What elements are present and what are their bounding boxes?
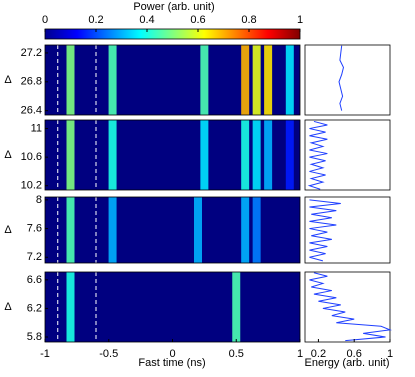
x-axis-label: Fast time (ns) (138, 357, 205, 369)
y-tick-label: 7.6 (27, 222, 42, 234)
y-tick-label: 6.6 (27, 274, 42, 286)
colorbar-tick-label: 0.4 (139, 14, 154, 26)
y-axis-label: Δ (4, 224, 12, 236)
heatmap-frame (44, 119, 301, 191)
energy-x-tick-label: 1 (387, 348, 393, 360)
x-tick-label: 1 (297, 348, 303, 360)
colorbar-tick-label: 0 (42, 14, 48, 26)
y-axis-label: Δ (4, 301, 12, 313)
y-axis-label: Δ (4, 74, 12, 86)
y-tick-label: 5.8 (27, 331, 42, 343)
heatmap-stripe (66, 272, 75, 342)
heatmap-background (45, 197, 300, 263)
heatmap-stripe (252, 197, 261, 263)
heatmap-background (45, 120, 300, 190)
heatmap-stripe (252, 45, 261, 115)
energy-line (307, 120, 328, 190)
heatmap-stripe (194, 197, 202, 263)
heatmap-frame (44, 44, 301, 116)
x-tick-label: 0.5 (229, 348, 244, 360)
heatmap-stripe (241, 197, 250, 263)
heatmap-stripe (66, 197, 75, 263)
colorbar (44, 28, 301, 40)
heatmap-background (45, 272, 300, 342)
heatmap-stripe (66, 45, 75, 115)
y-tick-label: 26.8 (21, 76, 42, 88)
y-tick-label: 10.2 (21, 180, 42, 192)
heatmap-background (45, 45, 300, 115)
heatmap-stripe (252, 120, 261, 190)
colorbar-label: Power (arb. unit) (133, 1, 214, 13)
heatmap-stripe (108, 45, 117, 115)
heatmap-stripe (285, 120, 294, 190)
y-tick-label: 6.2 (27, 302, 42, 314)
y-tick-label: 26.4 (21, 105, 42, 117)
colorbar-tick-label: 0.6 (190, 14, 205, 26)
heatmap-stripe (241, 45, 250, 115)
heatmap-stripe (264, 120, 273, 190)
heatmap-stripe (200, 45, 209, 115)
energy-frame (304, 119, 391, 191)
heatmap-stripe (108, 197, 117, 263)
colorbar-tick-label: 1 (297, 14, 303, 26)
x-tick-label: 0 (169, 348, 175, 360)
heatmap-stripe (232, 272, 241, 342)
y-axis-label: Δ (4, 149, 12, 161)
heatmap-stripe (200, 120, 209, 190)
energy-x-tick-label: 0.2 (311, 348, 326, 360)
y-tick-label: 11 (31, 122, 42, 134)
heatmap-frame (44, 196, 301, 264)
energy-line (309, 199, 341, 262)
energy-x-tick-label: 0.6 (347, 348, 362, 360)
heatmap-stripe (108, 120, 117, 190)
energy-line (338, 45, 345, 111)
y-tick-label: 27.2 (21, 47, 42, 59)
y-tick-label: 7.2 (27, 251, 42, 263)
heatmap-stripe (66, 120, 75, 190)
energy-line (309, 272, 392, 342)
heatmap-stripe (241, 120, 250, 190)
energy-frame (304, 271, 391, 343)
heatmap-stripe (264, 45, 273, 115)
energy-axis-label: Energy (arb. unit) (305, 357, 390, 369)
heatmap-stripe (285, 45, 294, 115)
x-tick-label: -1 (40, 348, 50, 360)
colorbar-tick-label: 0.8 (241, 14, 256, 26)
colorbar-tick-label: 0.2 (88, 14, 103, 26)
x-tick-label: -0.5 (99, 348, 118, 360)
y-tick-label: 10.6 (21, 151, 42, 163)
y-tick-label: 8 (36, 194, 42, 206)
energy-frame (304, 44, 391, 116)
